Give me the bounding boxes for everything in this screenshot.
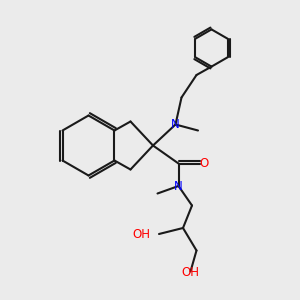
Text: OH: OH (182, 266, 200, 280)
Text: O: O (200, 157, 208, 170)
Text: N: N (171, 118, 180, 131)
Text: N: N (174, 179, 183, 193)
Text: OH: OH (132, 227, 150, 241)
